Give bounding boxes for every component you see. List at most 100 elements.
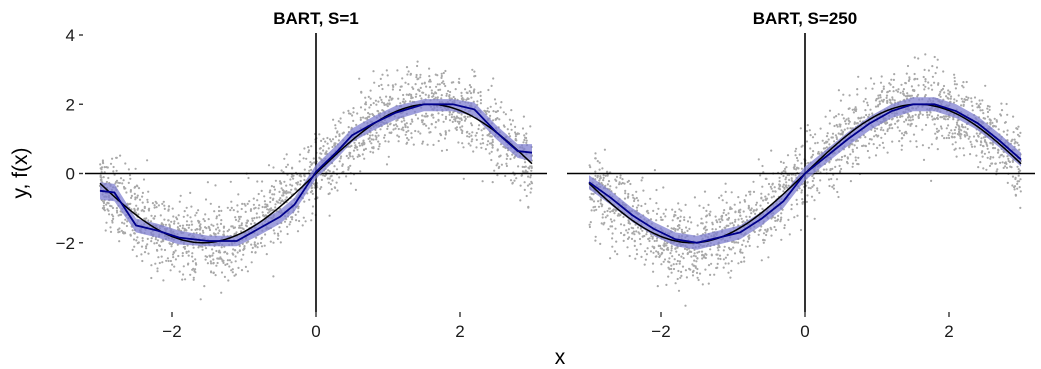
data-point — [228, 228, 231, 231]
data-point — [310, 219, 313, 222]
data-point — [889, 83, 892, 86]
data-point — [353, 146, 357, 149]
data-point — [740, 217, 743, 220]
data-point — [338, 160, 341, 163]
data-point — [254, 251, 257, 254]
data-point — [718, 254, 722, 257]
data-point — [525, 194, 528, 198]
data-point — [746, 240, 750, 243]
data-point — [653, 169, 657, 172]
data-point — [523, 181, 526, 184]
data-point — [606, 209, 609, 213]
data-point — [440, 74, 443, 78]
data-point — [854, 106, 857, 109]
data-point — [716, 262, 719, 265]
data-point — [389, 131, 393, 135]
data-point — [909, 119, 912, 122]
data-point — [220, 209, 223, 212]
data-point — [871, 87, 874, 90]
data-point — [463, 119, 467, 122]
data-point — [800, 191, 803, 194]
data-point — [327, 181, 330, 184]
y-tick-label: 0 — [66, 165, 75, 184]
data-point — [179, 224, 182, 227]
data-point — [261, 180, 264, 183]
data-point — [891, 96, 894, 99]
data-point — [267, 164, 271, 167]
data-point — [476, 100, 479, 103]
data-point — [652, 270, 655, 273]
data-point — [592, 206, 595, 209]
data-point — [840, 158, 843, 161]
data-point — [448, 119, 452, 122]
data-point — [435, 85, 438, 88]
data-point — [673, 258, 676, 261]
data-point — [774, 228, 778, 231]
data-point — [428, 75, 431, 78]
data-point — [215, 249, 218, 253]
data-point — [657, 251, 660, 254]
data-point — [215, 264, 218, 267]
data-point — [988, 164, 992, 167]
data-point — [700, 250, 704, 253]
data-point — [872, 143, 875, 146]
data-point — [153, 204, 156, 207]
data-point — [645, 253, 649, 256]
data-point — [795, 147, 798, 150]
data-point — [265, 214, 268, 217]
data-point — [748, 244, 751, 247]
data-point — [846, 127, 849, 130]
data-point — [133, 245, 136, 248]
data-point — [337, 120, 340, 123]
data-point — [283, 220, 287, 223]
data-point — [362, 143, 366, 146]
data-point — [469, 92, 473, 95]
data-point — [590, 209, 593, 212]
data-point — [880, 136, 883, 139]
data-point — [194, 258, 197, 261]
data-point — [873, 135, 876, 138]
data-point — [874, 154, 878, 157]
data-point — [231, 268, 234, 271]
data-point — [619, 176, 622, 179]
data-point — [149, 220, 153, 223]
data-point — [672, 267, 676, 271]
data-point — [666, 248, 670, 251]
data-point — [156, 239, 159, 242]
data-point — [492, 119, 495, 122]
data-point — [892, 78, 896, 81]
data-point — [509, 157, 512, 161]
data-point — [608, 207, 612, 210]
data-point — [730, 191, 733, 194]
data-point — [140, 209, 143, 212]
data-point — [423, 122, 426, 126]
data-point — [635, 230, 638, 233]
data-point — [234, 216, 237, 219]
data-point — [197, 219, 200, 222]
data-point — [379, 128, 382, 131]
data-point — [618, 181, 621, 184]
data-point — [762, 199, 765, 202]
data-point — [421, 142, 424, 145]
data-point — [822, 168, 826, 171]
data-point — [835, 136, 838, 139]
data-point — [986, 104, 990, 108]
data-point — [525, 141, 528, 144]
data-point — [936, 130, 939, 133]
data-point — [645, 210, 649, 213]
data-point — [248, 200, 251, 203]
data-point — [174, 258, 177, 261]
data-point — [690, 255, 693, 258]
data-point — [947, 89, 950, 92]
data-point — [125, 224, 128, 228]
data-point — [330, 188, 333, 191]
data-point — [190, 223, 194, 226]
data-point — [666, 225, 669, 228]
data-point — [679, 215, 682, 218]
data-point — [527, 166, 530, 169]
data-point — [153, 242, 156, 245]
data-point — [816, 189, 819, 192]
data-point — [521, 165, 524, 168]
data-point — [308, 165, 311, 168]
data-point — [364, 96, 367, 99]
